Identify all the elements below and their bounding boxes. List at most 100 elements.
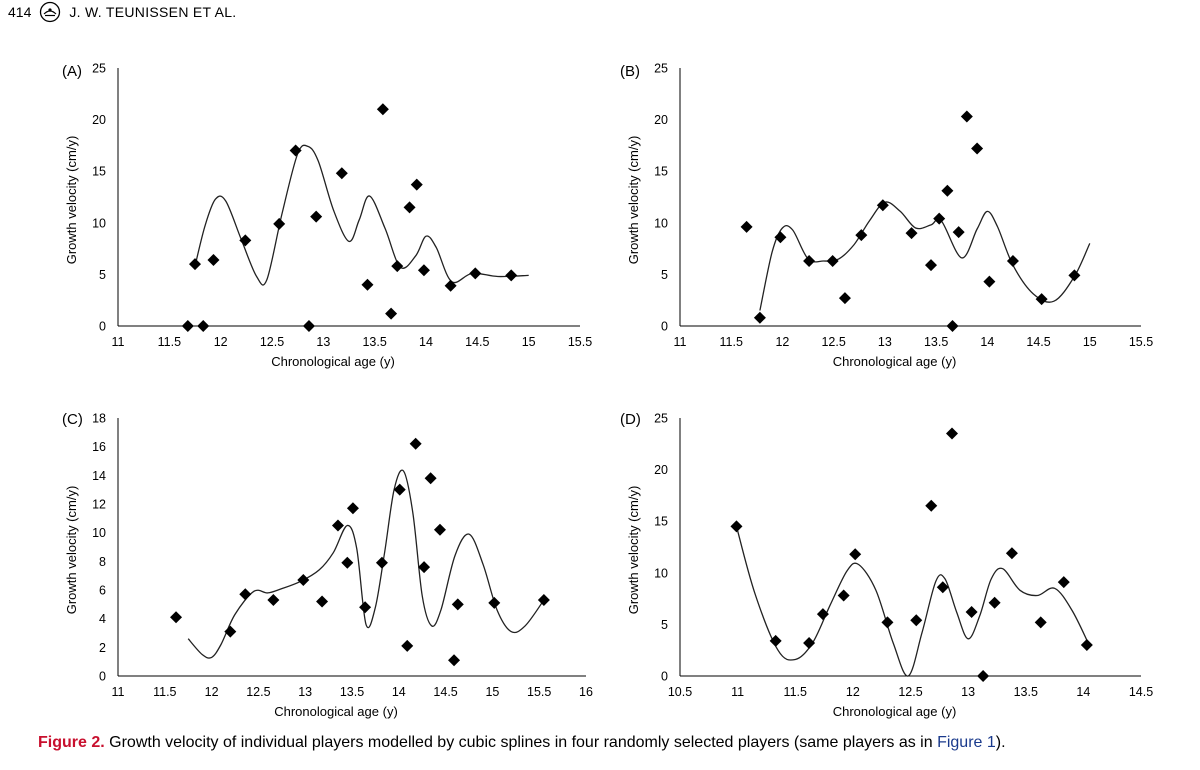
x-tick-label: 15.5 [1129, 335, 1153, 349]
data-point [946, 320, 959, 332]
y-tick-label: 10 [654, 216, 668, 230]
data-point [289, 144, 302, 157]
x-tick-label: 12.5 [821, 335, 845, 349]
data-point [1080, 639, 1093, 652]
data-point [346, 502, 359, 515]
data-point [753, 311, 766, 324]
y-tick-label: 8 [99, 555, 106, 569]
data-point [965, 606, 978, 619]
data-point [936, 581, 949, 594]
data-point [988, 596, 1001, 609]
x-tick-label: 13 [961, 685, 975, 699]
data-point [505, 269, 518, 282]
x-axis-label: Chronological age (y) [833, 354, 957, 369]
running-header: 414 J. W. TEUNISSEN ET AL. [8, 0, 237, 24]
x-tick-label: 11.5 [784, 685, 807, 699]
data-point [335, 167, 348, 180]
y-axis-label: Growth velocity (cm/y) [626, 486, 641, 615]
x-tick-label: 11 [112, 335, 125, 349]
x-tick-label: 11.5 [720, 335, 743, 349]
data-point [239, 234, 252, 247]
x-tick-label: 15 [485, 685, 499, 699]
data-point [448, 654, 461, 667]
x-tick-label: 11 [112, 685, 125, 699]
data-point [410, 178, 423, 191]
x-axis-label: Chronological age (y) [833, 704, 957, 719]
data-point [189, 258, 201, 271]
data-point [341, 556, 354, 569]
y-tick-label: 2 [99, 641, 106, 655]
data-point [803, 636, 816, 649]
x-tick-label: 12 [846, 685, 860, 699]
x-tick-label: 14 [392, 685, 406, 699]
y-tick-label: 5 [99, 268, 106, 282]
data-point [774, 231, 787, 244]
x-tick-label: 13.5 [362, 335, 386, 349]
data-point [469, 267, 482, 280]
chart-panel: (A) 0 5 10 15 20 25 11 11.5 12 12.5 13 13.5 14 14.5 15 1… [62, 62, 592, 370]
panel-label: (B) [620, 63, 640, 80]
x-tick-label: 14.5 [1026, 335, 1050, 349]
x-tick-label: 15.5 [527, 685, 551, 699]
page-number: 414 [8, 4, 32, 20]
data-point [1005, 547, 1018, 560]
data-point [391, 260, 404, 273]
data-point [971, 142, 984, 155]
y-tick-label: 5 [661, 618, 668, 632]
y-tick-label: 10 [92, 216, 106, 230]
figure-caption-text: Growth velocity of individual players mo… [109, 734, 938, 751]
data-point [197, 320, 210, 332]
x-tick-label: 11.5 [153, 685, 176, 699]
data-point [876, 199, 889, 212]
data-point [952, 226, 965, 239]
data-point [1057, 576, 1070, 589]
y-tick-label: 16 [92, 440, 106, 454]
x-tick-label: 14 [1076, 685, 1090, 699]
data-point [385, 307, 398, 320]
data-point [417, 264, 430, 277]
data-point [375, 556, 388, 569]
data-point [433, 523, 446, 536]
data-point [945, 427, 958, 440]
data-point [267, 594, 280, 607]
data-point [924, 259, 937, 272]
x-tick-label: 11 [731, 685, 744, 699]
figure-caption-link[interactable]: Figure 1 [937, 734, 996, 751]
data-point [1035, 293, 1048, 306]
data-point [977, 670, 990, 682]
data-point [1034, 616, 1047, 629]
running-head-authors: J. W. TEUNISSEN ET AL. [69, 4, 237, 20]
data-point [1006, 254, 1019, 267]
x-tick-label: 12 [205, 685, 219, 699]
chart-panel: (C) 0 2 4 6 8 10 12 14 16 18 11 11.5 12 12.5 13 13.5 14 14… [62, 411, 593, 719]
x-tick-label: 13.5 [924, 335, 948, 349]
y-axis-label: Growth velocity (cm/y) [626, 136, 641, 265]
y-tick-label: 0 [99, 670, 106, 684]
data-point [239, 588, 252, 601]
spline-curve [759, 201, 1091, 311]
spline-curve [187, 469, 545, 659]
x-tick-label: 15.5 [568, 335, 592, 349]
y-axis-label: Growth velocity (cm/y) [64, 136, 79, 265]
data-point [838, 292, 851, 305]
x-tick-label: 13 [316, 335, 330, 349]
y-tick-label: 18 [92, 412, 106, 426]
data-point [933, 212, 946, 225]
data-point [925, 499, 938, 512]
spline-curve [194, 144, 529, 286]
figure-caption: Figure 2. Growth velocity of individual … [38, 733, 1188, 753]
x-tick-label: 10.5 [668, 685, 692, 699]
data-point [849, 548, 862, 561]
chart-panel: (B) 0 5 10 15 20 25 11 11.5 12 12.5 13 13.5 14 14.5 15 1… [620, 62, 1153, 370]
data-point [905, 227, 918, 240]
y-tick-label: 14 [92, 469, 106, 483]
data-point [537, 594, 550, 607]
x-tick-label: 16 [579, 685, 593, 699]
y-tick-label: 20 [654, 113, 668, 127]
data-point [816, 608, 829, 621]
y-tick-label: 15 [654, 165, 668, 179]
y-tick-label: 15 [92, 165, 106, 179]
x-tick-label: 12.5 [246, 685, 270, 699]
data-point [273, 217, 286, 230]
data-point [310, 210, 323, 223]
